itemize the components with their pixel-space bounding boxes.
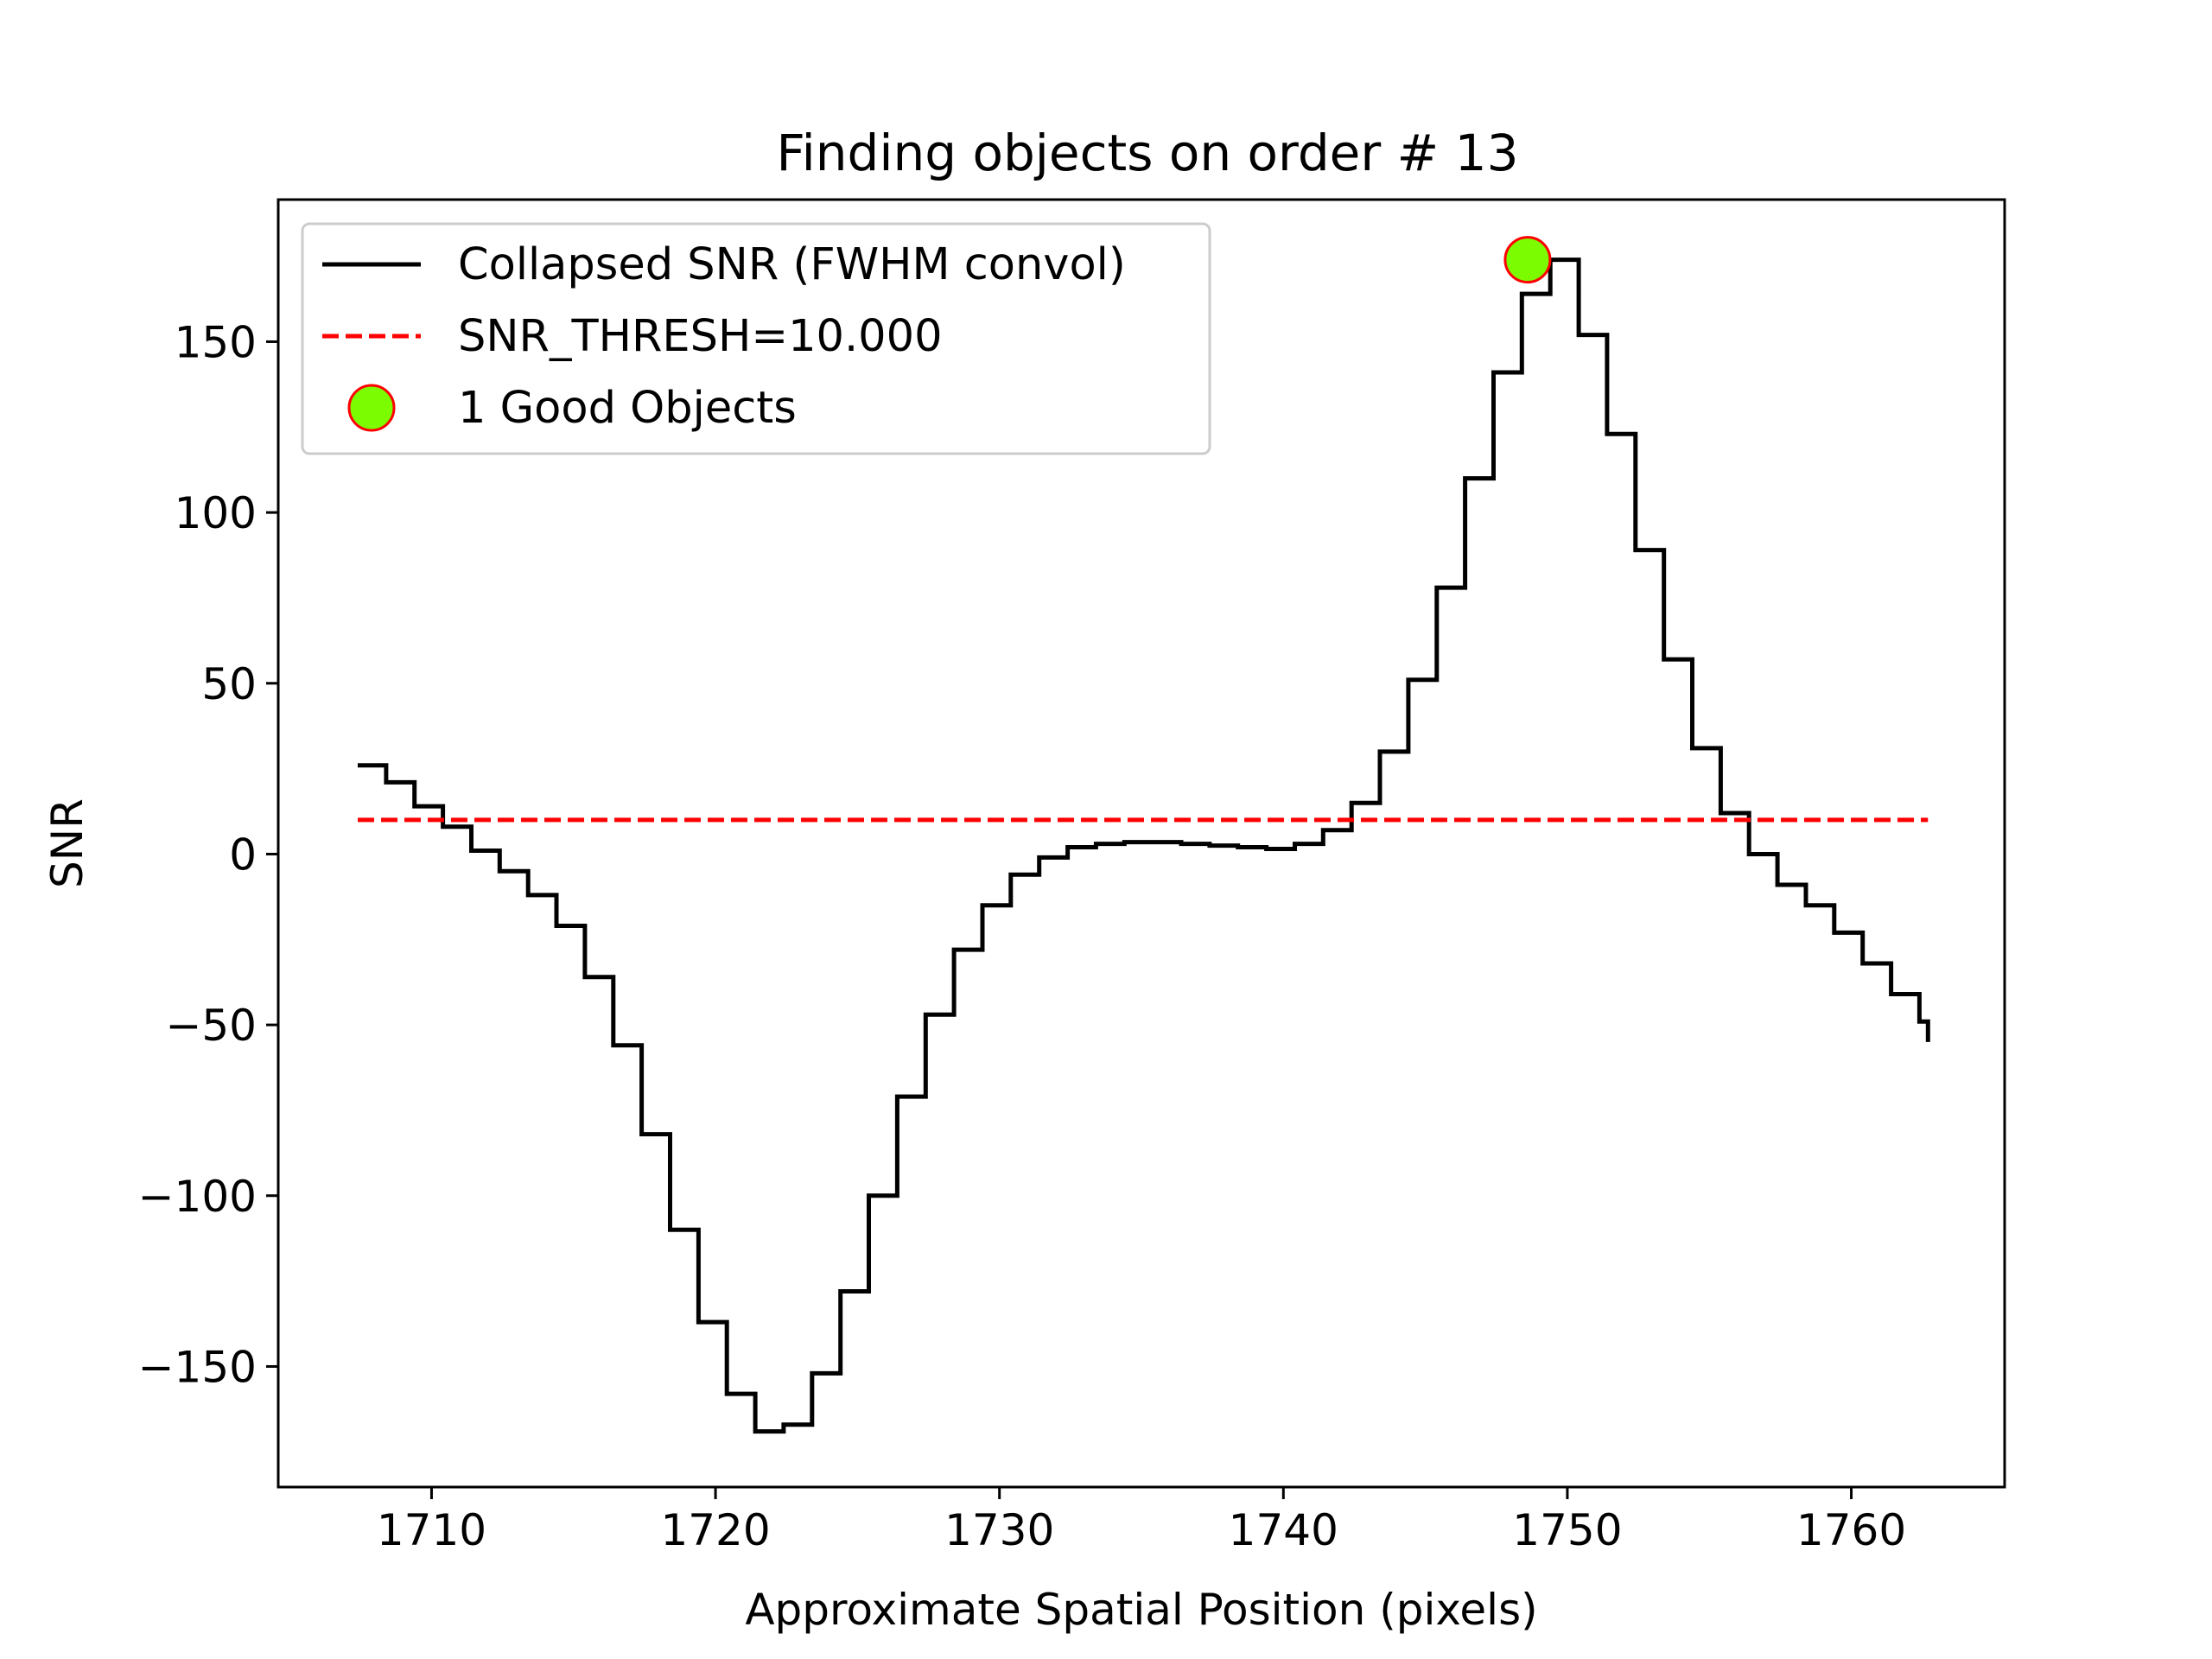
legend-label-snr-thresh: SNR_THRESH=10.000 <box>458 311 943 362</box>
x-tick-label: 1710 <box>377 1505 486 1555</box>
y-tick-label: 150 <box>175 317 257 367</box>
good-object-marker <box>1505 238 1550 283</box>
legend-label-collapsed-snr: Collapsed SNR (FWHM convol) <box>458 239 1126 290</box>
y-tick-label: −100 <box>138 1172 257 1222</box>
legend-marker-good-objects <box>349 385 394 430</box>
legend-label-good-objects: 1 Good Objects <box>458 383 797 434</box>
x-tick-label: 1730 <box>944 1505 1054 1555</box>
chart-title: Finding objects on order # 13 <box>777 124 1519 182</box>
x-tick-label: 1740 <box>1229 1505 1338 1555</box>
y-tick-label: 50 <box>201 659 257 709</box>
x-axis-label: Approximate Spatial Position (pixels) <box>745 1585 1537 1635</box>
x-tick-label: 1760 <box>1796 1505 1906 1555</box>
y-tick-label: 100 <box>175 488 257 538</box>
y-tick-label: −150 <box>138 1342 257 1392</box>
x-tick-label: 1720 <box>660 1505 770 1555</box>
y-tick-label: −50 <box>165 1001 257 1051</box>
y-tick-label: 0 <box>229 830 257 880</box>
legend: Collapsed SNR (FWHM convol) SNR_THRESH=1… <box>302 224 1210 454</box>
y-axis-label: SNR <box>42 798 92 888</box>
x-tick-label: 1750 <box>1512 1505 1622 1555</box>
